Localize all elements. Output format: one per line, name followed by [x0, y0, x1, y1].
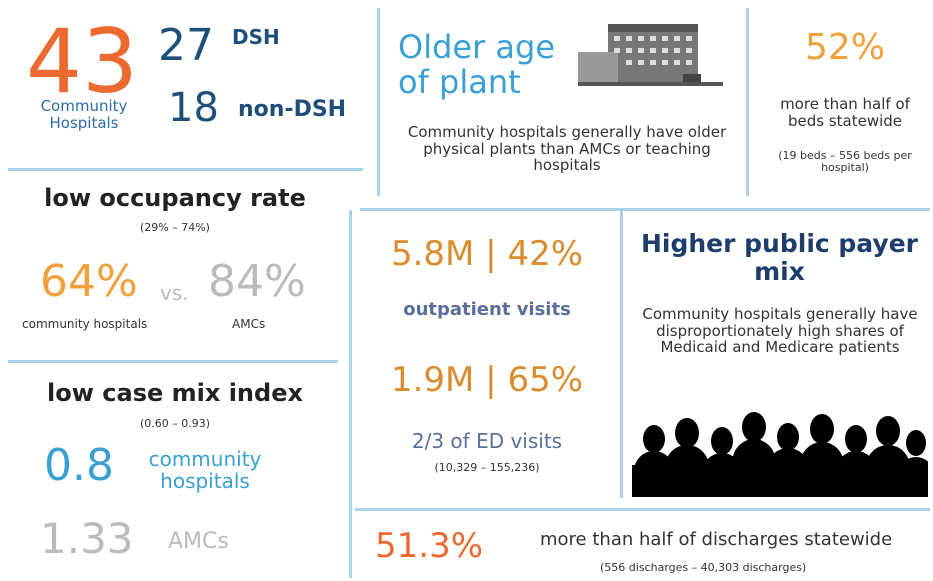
occupancy-amc-label: AMCs [232, 318, 265, 331]
divider [377, 8, 380, 196]
case-mix-amc-label: AMCs [168, 530, 229, 554]
plant-description: Community hospitals generally have older… [392, 124, 742, 174]
case-mix-amc: 1.33 [40, 516, 134, 562]
plant-title: Older age of plant [398, 30, 573, 100]
beds-description: more than half of beds statewide [770, 96, 920, 129]
dsh-count: 27 [158, 22, 214, 70]
occupancy-amc: 84% [208, 258, 306, 306]
discharges-value: 51.3% [375, 528, 483, 565]
payer-title: Higher public payer mix [632, 230, 927, 285]
divider [620, 210, 623, 498]
case-mix-community: 0.8 [44, 442, 114, 490]
beds-value: 52% [765, 28, 925, 68]
dsh-label: DSH [232, 26, 280, 48]
discharges-description: more than half of discharges statewide [540, 530, 892, 550]
case-mix-community-label: community hospitals [135, 448, 275, 492]
occupancy-range: (29% – 74%) [5, 222, 345, 234]
total-label: Community Hospitals [28, 98, 140, 131]
occupancy-vs: vs. [160, 282, 189, 304]
ed-label: 2/3 of ED visits [362, 430, 612, 452]
hospital-icon [578, 22, 723, 97]
occupancy-community-label: community hospitals [22, 318, 147, 331]
occupancy-title: low occupancy rate [5, 185, 345, 211]
case-mix-range: (0.60 – 0.93) [5, 418, 345, 430]
outpatient-label: outpatient visits [362, 300, 612, 320]
divider [349, 210, 352, 578]
divider [746, 8, 749, 196]
beds-range: (19 beds – 556 beds per hospital) [770, 150, 920, 174]
divider [8, 168, 363, 171]
non-dsh-label: non-DSH [238, 98, 346, 122]
crowd-silhouette [632, 405, 928, 497]
non-dsh-count: 18 [168, 86, 219, 130]
case-mix-title: low case mix index [5, 380, 345, 406]
payer-description: Community hospitals generally have dispr… [640, 306, 920, 356]
divider [360, 208, 930, 211]
discharges-range: (556 discharges – 40,303 discharges) [600, 562, 806, 574]
occupancy-community: 64% [40, 258, 138, 306]
divider [8, 360, 338, 363]
infographic: 43 Community Hospitals 27 DSH 18 non-DSH… [0, 0, 933, 581]
outpatient-value: 5.8M | 42% [362, 236, 612, 273]
ed-value: 1.9M | 65% [362, 362, 612, 399]
divider [355, 508, 930, 511]
ed-range: (10,329 – 155,236) [362, 462, 612, 474]
